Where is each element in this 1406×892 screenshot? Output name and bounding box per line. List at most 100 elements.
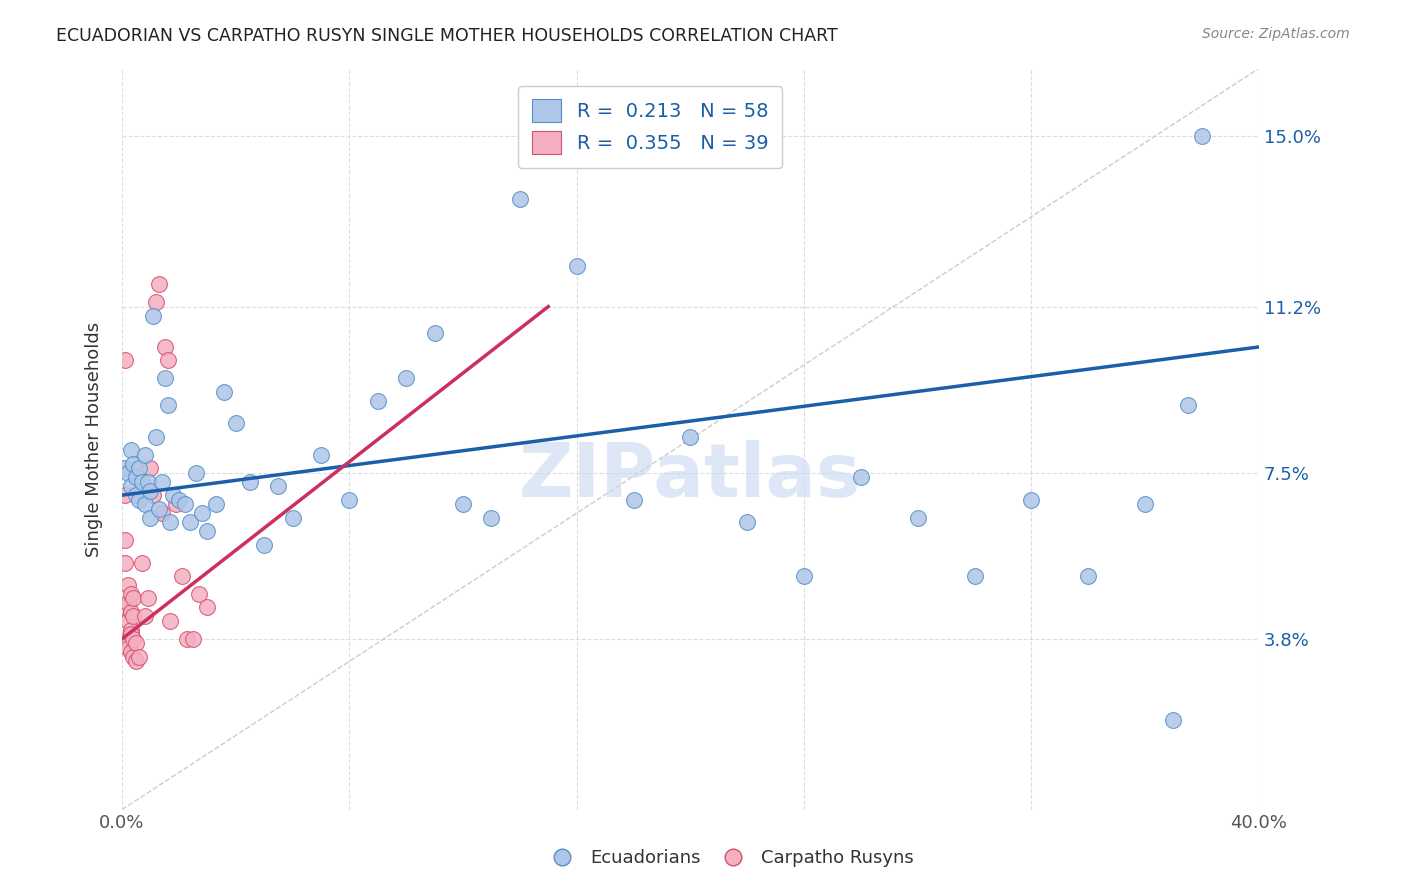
Point [120,623,142,637]
Point [114,600,136,615]
Point [150,506,173,520]
Point [117,632,139,646]
Point [337,492,360,507]
Point [1177,398,1199,412]
Point [849,470,872,484]
Point [136,591,159,606]
Point [165,497,187,511]
Point [214,384,236,399]
Y-axis label: Single Mother Households: Single Mother Households [86,321,103,557]
Point [179,515,201,529]
Text: ZIPatlas: ZIPatlas [519,440,862,513]
Point [451,497,474,511]
Point [142,309,165,323]
Point [125,488,148,502]
Point [139,483,162,498]
Point [125,470,148,484]
Point [139,510,162,524]
Point [122,609,145,624]
Legend: R =  0.213   N = 58, R =  0.355   N = 39: R = 0.213 N = 58, R = 0.355 N = 39 [519,86,782,168]
Point [181,632,204,646]
Point [134,448,156,462]
Point [114,353,136,368]
Point [184,466,207,480]
Point [156,398,179,412]
Point [395,371,418,385]
Point [156,353,179,368]
Point [134,609,156,624]
Point [145,430,167,444]
Point [423,326,446,341]
Point [239,475,262,489]
Point [481,510,503,524]
Point [195,524,218,538]
Point [142,488,165,502]
Point [114,533,136,547]
Text: Source: ZipAtlas.com: Source: ZipAtlas.com [1202,27,1350,41]
Point [623,492,645,507]
Point [120,587,142,601]
Point [120,645,142,659]
Point [145,295,167,310]
Point [1077,569,1099,583]
Point [1021,492,1043,507]
Point [117,640,139,655]
Point [509,192,531,206]
Point [122,632,145,646]
Point [148,277,170,291]
Point [195,600,218,615]
Point [253,538,276,552]
Point [128,649,150,664]
Text: ECUADORIAN VS CARPATHO RUSYN SINGLE MOTHER HOUSEHOLDS CORRELATION CHART: ECUADORIAN VS CARPATHO RUSYN SINGLE MOTH… [56,27,838,45]
Point [131,475,153,489]
Point [963,569,986,583]
Point [367,393,389,408]
Point [1163,713,1185,727]
Point [153,371,176,385]
Point [117,596,139,610]
Point [162,488,184,502]
Point [122,591,145,606]
Point [125,636,148,650]
Point [173,497,195,511]
Point [1133,497,1156,511]
Point [281,510,304,524]
Point [131,556,153,570]
Point [134,497,156,511]
Point [309,448,332,462]
Point [114,461,136,475]
Point [267,479,290,493]
Point [153,340,176,354]
Point [793,569,815,583]
Point [167,492,190,507]
Point [120,479,142,493]
Point [122,457,145,471]
Point [139,461,162,475]
Point [679,430,702,444]
Point [176,632,198,646]
Point [117,578,139,592]
Point [170,569,193,583]
Point [136,475,159,489]
Point [114,488,136,502]
Point [120,605,142,619]
Point [125,654,148,668]
Point [117,466,139,480]
Point [114,556,136,570]
Legend: Ecuadorians, Carpatho Rusyns: Ecuadorians, Carpatho Rusyns [541,842,921,874]
Point [128,492,150,507]
Point [565,259,588,273]
Point [225,417,247,431]
Point [148,501,170,516]
Point [159,614,181,628]
Point [735,515,758,529]
Point [205,497,228,511]
Point [150,475,173,489]
Point [159,515,181,529]
Point [1191,128,1213,143]
Point [128,461,150,475]
Point [120,443,142,458]
Point [122,649,145,664]
Point [120,627,142,641]
Point [907,510,929,524]
